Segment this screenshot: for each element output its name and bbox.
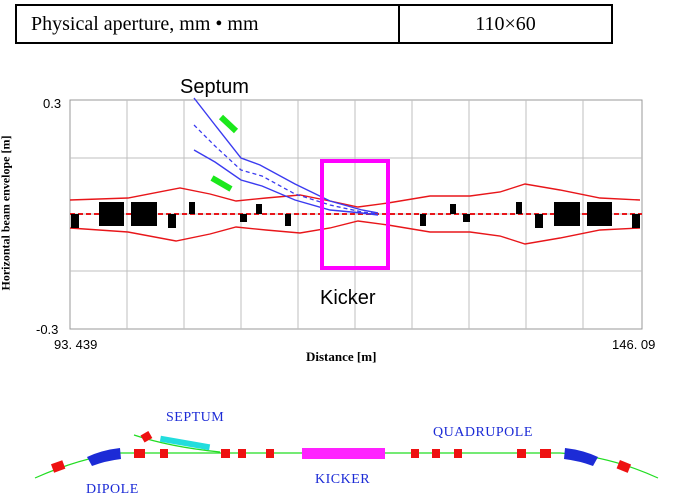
x-tick-left: 93. 439 bbox=[54, 337, 98, 352]
quadrupole-beamline-label: QUADRUPOLE bbox=[433, 425, 533, 440]
x-tick-right: 146. 09 bbox=[612, 337, 656, 352]
x-axis-label: Distance [m] bbox=[306, 349, 377, 364]
kicker-beamline-label: KICKER bbox=[315, 472, 371, 487]
dipole-beamline-label: DIPOLE bbox=[86, 482, 139, 497]
septum-blade-lower bbox=[210, 175, 233, 192]
aperture-label: Physical aperture, mm • mm bbox=[17, 6, 400, 42]
quadrupoles bbox=[50, 431, 632, 473]
injected-beam-upper bbox=[193, 97, 379, 214]
septum-branch-line bbox=[133, 434, 221, 453]
kicker-plot-label: Kicker bbox=[320, 287, 376, 309]
septum-magnet bbox=[159, 435, 211, 451]
dipole-left bbox=[87, 448, 121, 466]
y-tick-top: 0.3 bbox=[43, 96, 62, 111]
dipole-right bbox=[564, 448, 598, 466]
injected-beam-lower bbox=[193, 149, 379, 216]
septum-blade-upper bbox=[218, 114, 239, 134]
kicker-magnet bbox=[302, 448, 385, 459]
septum-beamline-label: SEPTUM bbox=[166, 410, 225, 425]
lattice-elements bbox=[71, 202, 640, 228]
injected-beam-center bbox=[193, 124, 379, 215]
kicker-box bbox=[320, 159, 390, 270]
y-tick-bottom: -0.3 bbox=[36, 322, 59, 337]
beamline-schematic bbox=[34, 431, 659, 479]
parameter-table: Physical aperture, mm • mm 110×60 bbox=[15, 4, 613, 44]
septum-plot-label: Septum bbox=[180, 76, 249, 98]
envelope-lower bbox=[69, 220, 641, 245]
aperture-value: 110×60 bbox=[475, 12, 536, 35]
envelope-upper bbox=[69, 183, 641, 208]
